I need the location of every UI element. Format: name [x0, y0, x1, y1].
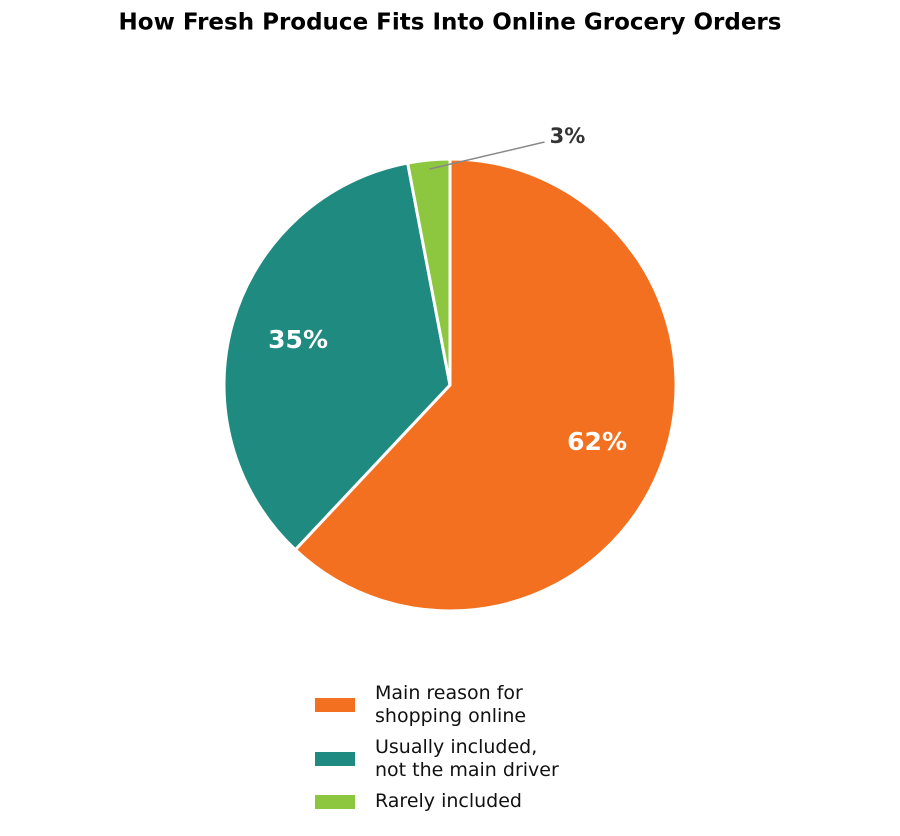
pie-slice [406, 157, 452, 387]
legend-swatch [315, 752, 355, 766]
legend-label: Main reason for shopping online [375, 682, 527, 727]
chart-title: How Fresh Produce Fits Into Online Groce… [119, 10, 782, 36]
legend-label: Usually included, not the main driver [375, 736, 559, 781]
legend-swatch [315, 794, 355, 809]
value-label: 3% [550, 124, 586, 148]
leader-line [429, 141, 545, 170]
pie-slice [222, 161, 452, 552]
legend-item: Rarely included [315, 790, 559, 813]
value-label: 62% [567, 427, 627, 456]
legend: Main reason for shopping online Usually i… [315, 682, 559, 821]
legend-item: Main reason for shopping online [315, 682, 559, 728]
legend-item: Usually included, not the main driver [315, 736, 559, 782]
pie-slice [293, 157, 678, 613]
chart: How Fresh Produce Fits Into Online Groce… [119, 10, 782, 613]
legend-label: Rarely included [375, 790, 522, 812]
legend-swatch [315, 698, 355, 712]
value-label: 35% [268, 325, 328, 354]
